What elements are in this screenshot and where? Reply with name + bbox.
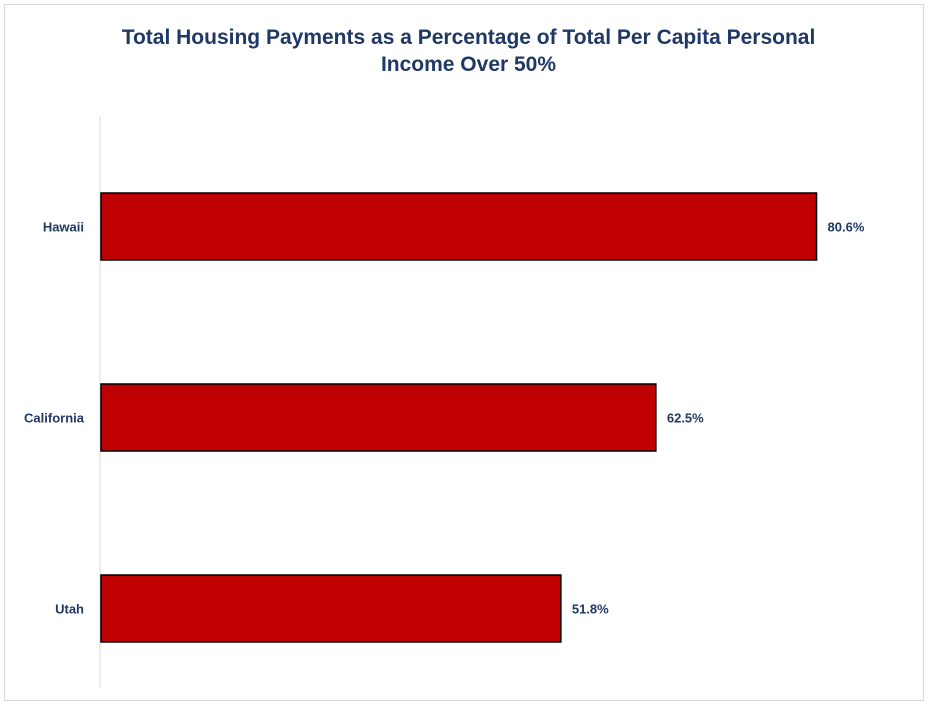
chart-title-line-2: Income Over 50% [380,53,557,76]
chart-title-line-1: Total Housing Payments as a Percentage o… [121,26,816,49]
category-label-california: California [24,411,85,426]
bar-california [100,383,657,452]
category-label-utah: Utah [55,602,84,617]
category-label-hawaii: Hawaii [43,220,84,235]
bars-group: Hawaii 80.6% California 62.5% Utah 51.8% [24,192,865,643]
data-label-california: 62.5% [667,411,704,426]
bar-utah [100,574,562,643]
data-label-utah: 51.8% [572,602,609,617]
chart-title: Total Housing Payments as a Percentage o… [0,24,937,78]
data-label-hawaii: 80.6% [828,220,865,235]
bar-hawaii [100,192,818,261]
